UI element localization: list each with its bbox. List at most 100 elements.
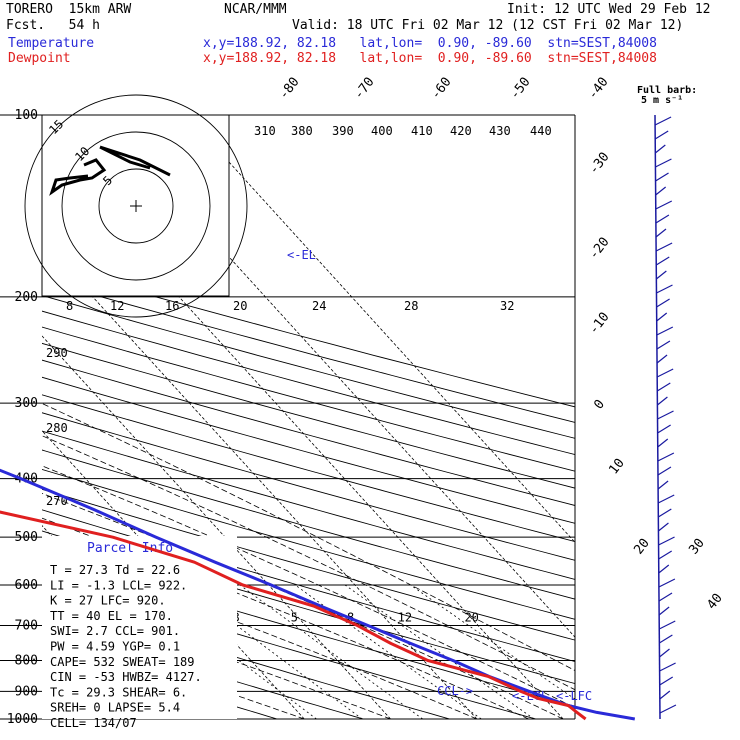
wind-barb [655,200,673,210]
parcel-row: CAPE= 532 SWEAT= 189 [50,655,195,669]
wind-barb [657,410,674,420]
temperature-tick-label: -40 [585,75,611,103]
pressure-label: 600 [15,578,38,593]
wind-barb [655,158,672,168]
wind-barb [659,704,677,714]
mixing-ratio-line [294,584,482,719]
wind-barb [656,354,668,364]
wind-barb [655,186,667,196]
theta-label: 440 [530,124,552,138]
wind-barb [655,270,667,280]
dewpoint-line [0,510,587,721]
hodograph-trace [49,145,171,196]
theta-label: 310 [254,124,276,138]
theta-label: 420 [450,124,472,138]
wind-barb [659,662,676,672]
pressure-label: 100 [15,108,38,123]
wind-barb [658,550,672,560]
wind-barb [657,466,672,476]
pressure-label: 800 [15,653,38,668]
theta-label: 430 [489,124,511,138]
wind-barb [658,578,676,588]
dry-adiabat [42,488,575,641]
wind-barb [656,382,671,392]
pressure-label: 300 [15,396,38,411]
wind-barb [654,144,666,154]
theta-label: 400 [371,124,393,138]
wind-barb [658,592,673,602]
dry-adiabat [42,430,575,580]
dewpoint-location: x,y=188.92, 82.18 lat,lon= 0.90, -89.60 … [203,51,657,66]
barb-staff [654,114,661,720]
speed-label: 28 [404,299,418,313]
pressure-label: 1000 [7,712,38,727]
ccl-marker: CCL-> [437,684,473,698]
wind-barb [656,368,674,378]
dry-adiabat [42,326,575,472]
mixing-ratio-line [239,584,423,719]
temperature-tick-label: 10 [606,456,627,478]
theta-e-label: 280 [46,421,68,435]
wind-barb [655,214,670,224]
wind-barb [657,480,669,490]
organization: NCAR/MMM [224,2,287,17]
speed-label: 8 [66,299,73,313]
wind-barbs: Full barb:5 m s⁻¹ [637,85,697,720]
dry-adiabat [42,264,575,408]
pressure-label: 700 [15,618,38,633]
parcel-title: Parcel Info [87,541,173,556]
wind-barb [655,256,670,266]
temperature-line [0,468,636,721]
temperature-tick-label: 30 [686,536,707,558]
wind-barb [654,116,672,126]
valid-time: Valid: 18 UTC Fri 02 Mar 12 (12 CST Fri … [292,18,684,33]
moist-adiabat [42,517,529,719]
mixing-ratio-label: 5 [291,610,298,624]
wind-barb [658,536,675,546]
wind-barb [657,424,671,434]
dry-adiabat [42,468,575,620]
mixing-ratio-label: 12 [398,610,412,624]
wind-barb [656,312,668,322]
lfc-marker: <-LFC [556,689,592,703]
isotherm-line [42,335,391,719]
dry-adiabat [42,449,575,600]
hodograph-ring [24,94,248,318]
pressure-label: 900 [15,684,38,699]
model-name: TORERO 15km ARW [6,2,132,17]
wind-barb [657,438,669,448]
parcel-row: LI = -1.3 LCL= 922. [50,578,187,592]
dry-adiabat [42,597,450,719]
dry-adiabat [42,342,575,489]
wind-barb [656,340,671,350]
speed-label: 32 [500,299,514,313]
wind-barb [656,326,674,336]
theta-label: 380 [291,124,313,138]
el-marker: <-EL [287,248,316,262]
wind-barb [655,242,673,252]
wind-barb [654,130,669,140]
temperature-tick-label: -30 [586,150,612,178]
isotherm-line [185,115,575,543]
wind-barb [659,634,673,644]
wind-barb [657,452,675,462]
temperature-tick-label: 40 [704,591,725,613]
speed-label: 20 [233,299,247,313]
wind-barb [659,690,671,700]
wind-barb [658,508,672,518]
chart-labels: 235812201000900800700600500400300200100-… [7,75,726,727]
temperature-tick-label: -50 [507,75,533,103]
wind-barb [656,298,670,308]
sounding-series [0,468,636,721]
pressure-label: 500 [15,530,38,545]
dry-adiabat [42,310,575,456]
parcel-row: TT = 40 EL = 170. [50,609,173,623]
parcel-row: Tc = 29.3 SHEAR= 6. [50,685,187,699]
parcel-row: K = 27 LFC= 920. [50,594,166,608]
wind-barb [657,396,668,406]
theta-label: 410 [411,124,433,138]
pressure-label: 200 [15,290,38,305]
hodograph-ring [61,131,211,281]
